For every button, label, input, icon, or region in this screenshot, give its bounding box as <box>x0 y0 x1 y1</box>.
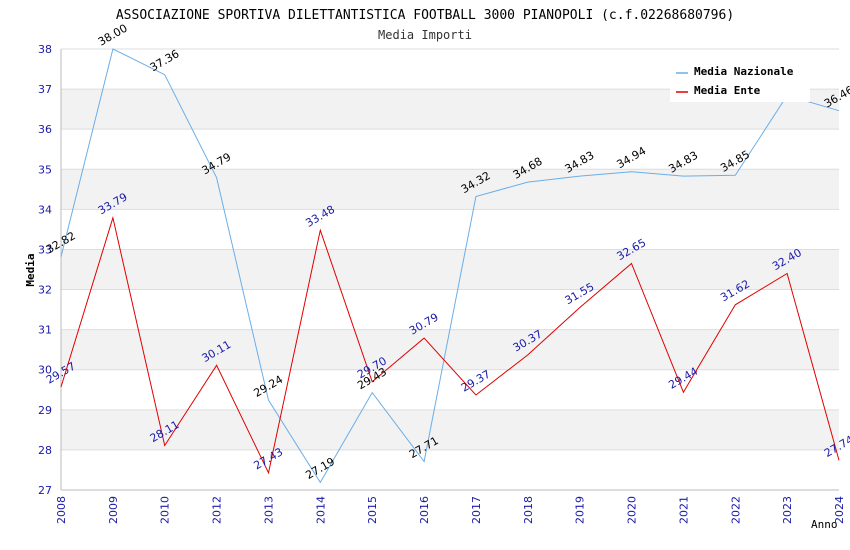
x-tick-label: 2015 <box>366 496 379 524</box>
y-tick-label: 31 <box>38 324 52 337</box>
y-tick-label: 36 <box>38 123 52 136</box>
x-tick-label: 2012 <box>211 496 224 524</box>
data-label: 27.19 <box>303 455 337 482</box>
legend-box <box>670 60 810 102</box>
x-tick-label: 2019 <box>574 496 587 524</box>
y-axis-label: Media <box>24 253 37 286</box>
x-tick-label: 2009 <box>107 496 120 524</box>
y-tick-label: 38 <box>38 43 52 56</box>
y-tick-label: 28 <box>38 444 52 457</box>
y-tick-label: 34 <box>38 203 52 216</box>
y-tick-label: 35 <box>38 163 52 176</box>
y-tick-label: 27 <box>38 484 52 497</box>
x-tick-label: 2010 <box>159 496 172 524</box>
y-tick-label: 30 <box>38 364 52 377</box>
grid-band <box>61 249 839 290</box>
chart-subtitle: Media Importi <box>378 28 472 42</box>
series-line-media-ente <box>60 215 840 475</box>
data-label: 29.24 <box>251 373 285 400</box>
legend-label-nazionale: Media Nazionale <box>694 65 794 78</box>
data-label: 37.36 <box>148 47 182 74</box>
series-lines <box>60 48 840 484</box>
x-tick-label: 2017 <box>470 496 483 524</box>
x-tick-label: 2022 <box>729 496 742 524</box>
data-label: 38.00 <box>96 22 130 49</box>
y-tick-label: 37 <box>38 83 52 96</box>
grid-band <box>61 409 839 450</box>
y-tick-label: 29 <box>38 404 52 417</box>
y-tick-label: 33 <box>38 243 52 256</box>
x-tick-label: 2013 <box>262 496 275 524</box>
grid-band <box>61 329 839 370</box>
x-axis-label: Anno <box>811 518 838 531</box>
x-tick-label: 2020 <box>626 496 639 524</box>
x-tick-label: 2016 <box>418 496 431 524</box>
x-tick-label: 2021 <box>677 496 690 524</box>
chart-title: ASSOCIAZIONE SPORTIVA DILETTANTISTICA FO… <box>116 8 734 23</box>
data-label: 34.94 <box>615 144 649 171</box>
x-tick-labels: 2008 2009 2010 2012 2013 2014 2015 2016 2017 2018… <box>55 496 846 524</box>
x-tick-label: 2023 <box>781 496 794 524</box>
x-tick-label: 2008 <box>55 496 68 524</box>
series-line-media-nazionale <box>60 48 840 484</box>
legend: Media Nazionale Media Ente <box>670 60 810 102</box>
data-label: 29.37 <box>459 368 493 395</box>
x-tick-label: 2024 <box>833 496 846 524</box>
legend-label-ente: Media Ente <box>694 84 761 97</box>
background-bands <box>61 89 839 450</box>
y-tick-label: 32 <box>38 284 52 297</box>
x-tick-label: 2018 <box>522 496 535 524</box>
x-tick-label: 2014 <box>314 496 327 524</box>
y-tick-labels: 27 28 29 30 31 32 33 34 35 36 37 38 <box>38 43 52 497</box>
